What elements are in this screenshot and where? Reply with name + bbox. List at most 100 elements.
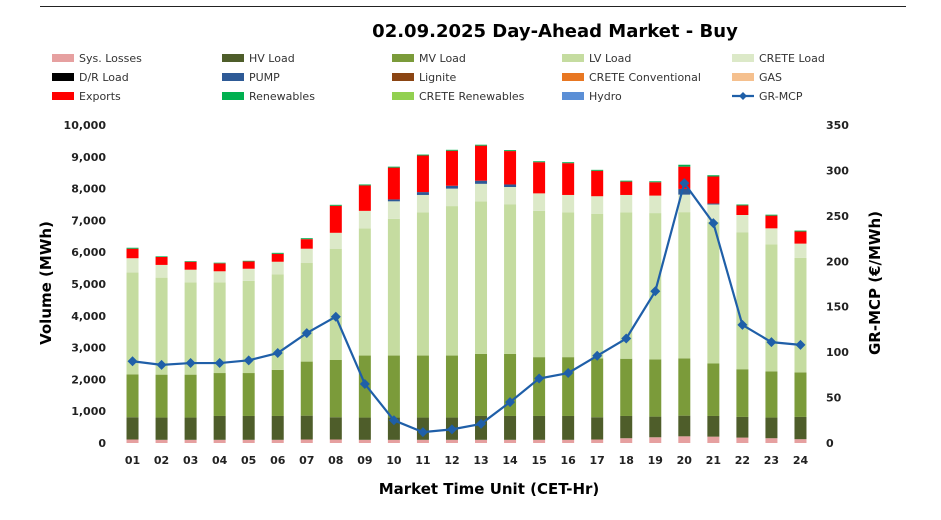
y2-tick-label: 250: [826, 210, 849, 223]
x-tick-label: 23: [764, 454, 779, 467]
bar-sys-losses: [765, 438, 778, 443]
bar-renewables: [184, 261, 197, 262]
bar-crete-load: [678, 194, 691, 213]
y2-tick-label: 50: [826, 392, 842, 405]
bar-renewables: [678, 164, 691, 167]
point-gr-mcp: [766, 337, 777, 348]
point-gr-mcp: [417, 427, 428, 438]
bar-mv-load: [242, 373, 255, 416]
bar-hv-load: [126, 417, 139, 440]
legend-item-pump: PUMP: [222, 71, 280, 84]
point-gr-mcp: [621, 333, 632, 344]
bar-lv-load: [765, 244, 778, 372]
y-tick-label: 10,000: [64, 119, 107, 132]
bar-exports: [649, 182, 662, 196]
x-tick-label: 24: [793, 454, 809, 467]
bar-sys-losses: [620, 438, 633, 443]
left-axis: 0 1,000 2,000 3,000 4,000 5,000 6,000 7,000 8,00…: [64, 119, 107, 450]
bar-lv-load: [387, 218, 400, 356]
legend-item-exports: Exports: [52, 90, 121, 103]
bar-lv-load: [242, 280, 255, 374]
bar-sys-losses: [213, 439, 226, 443]
bar-hv-load: [591, 417, 604, 440]
x-tick-label: 15: [531, 454, 546, 467]
bar-sys-losses: [504, 439, 517, 443]
x-tick-label: 11: [415, 454, 430, 467]
bar-hv-load: [562, 415, 575, 440]
bar-sys-losses: [649, 437, 662, 443]
bar-exports: [329, 205, 342, 233]
y-axis-title: Volume (MWh): [37, 221, 55, 345]
bar-renewables: [445, 149, 458, 151]
legend-swatch: [562, 54, 584, 62]
bar-mv-load: [649, 359, 662, 417]
bar-exports: [213, 263, 226, 272]
bar-hv-load: [213, 415, 226, 440]
bar-exports: [126, 248, 139, 259]
bar-crete-load: [504, 187, 517, 205]
bar-sys-losses: [242, 439, 255, 443]
legend-item-lignite: Lignite: [392, 71, 457, 84]
y-tick-label: 0: [98, 437, 106, 450]
legend-marker: [739, 92, 747, 100]
bar-exports: [504, 151, 517, 185]
bar-lv-load: [155, 277, 168, 375]
legend-label: GAS: [759, 71, 782, 84]
legend-label: D/R Load: [79, 71, 129, 84]
legend-label: CRETE Conventional: [589, 71, 701, 84]
bar-sys-losses: [533, 439, 546, 443]
bar-area: [126, 144, 807, 443]
legend-swatch: [52, 54, 74, 62]
bar-sys-losses: [475, 439, 488, 443]
point-gr-mcp: [272, 348, 283, 359]
y2-tick-label: 150: [826, 301, 849, 314]
bar-renewables: [562, 162, 575, 164]
bar-sys-losses: [126, 439, 139, 443]
legend-label: HV Load: [249, 52, 295, 65]
bar-crete-load: [416, 194, 429, 213]
bar-hv-load: [387, 417, 400, 440]
y2-tick-label: 300: [826, 164, 849, 177]
bar-sys-losses: [562, 439, 575, 443]
bar-hv-load: [678, 415, 691, 437]
bar-crete-load: [533, 193, 546, 211]
bar-crete-load: [649, 195, 662, 214]
legend-item-sys-losses: Sys. Losses: [52, 52, 142, 65]
bar-exports: [242, 261, 255, 269]
bar-mv-load: [213, 373, 226, 416]
bar-exports: [533, 162, 546, 194]
legend-swatch: [732, 73, 754, 81]
legend-label: LV Load: [589, 52, 631, 65]
legend-item-renewables: Renewables: [222, 90, 315, 103]
bar-sys-losses: [416, 439, 429, 443]
bar-renewables: [126, 247, 139, 249]
point-gr-mcp: [476, 418, 487, 429]
bar-lv-load: [213, 282, 226, 374]
bar-mv-load: [794, 372, 807, 417]
bar-renewables: [271, 252, 284, 254]
bar-mv-load: [533, 357, 546, 416]
bar-sys-losses: [271, 439, 284, 443]
legend-item-crete-load: CRETE Load: [732, 52, 825, 65]
point-gr-mcp: [650, 286, 661, 297]
bar-crete-load: [126, 258, 139, 273]
legend-swatch: [562, 73, 584, 81]
bar-exports: [475, 145, 488, 181]
bar-sys-losses: [155, 439, 168, 443]
bar-crete-load: [562, 194, 575, 213]
x-tick-label: 07: [299, 454, 314, 467]
bar-crete-load: [475, 183, 488, 202]
legend-swatch: [222, 54, 244, 62]
x-tick-label: 18: [619, 454, 634, 467]
bar-renewables: [533, 161, 546, 163]
bar-lv-load: [707, 221, 720, 364]
bar-sys-losses: [387, 439, 400, 443]
point-gr-mcp: [359, 378, 370, 389]
bar-crete-load: [242, 268, 255, 281]
bar-renewables: [300, 238, 313, 240]
bar-lv-load: [475, 201, 488, 354]
bar-lv-load: [562, 212, 575, 358]
x-tick-label: 21: [706, 454, 721, 467]
bar-exports: [358, 185, 371, 211]
bar-sys-losses: [300, 439, 313, 443]
